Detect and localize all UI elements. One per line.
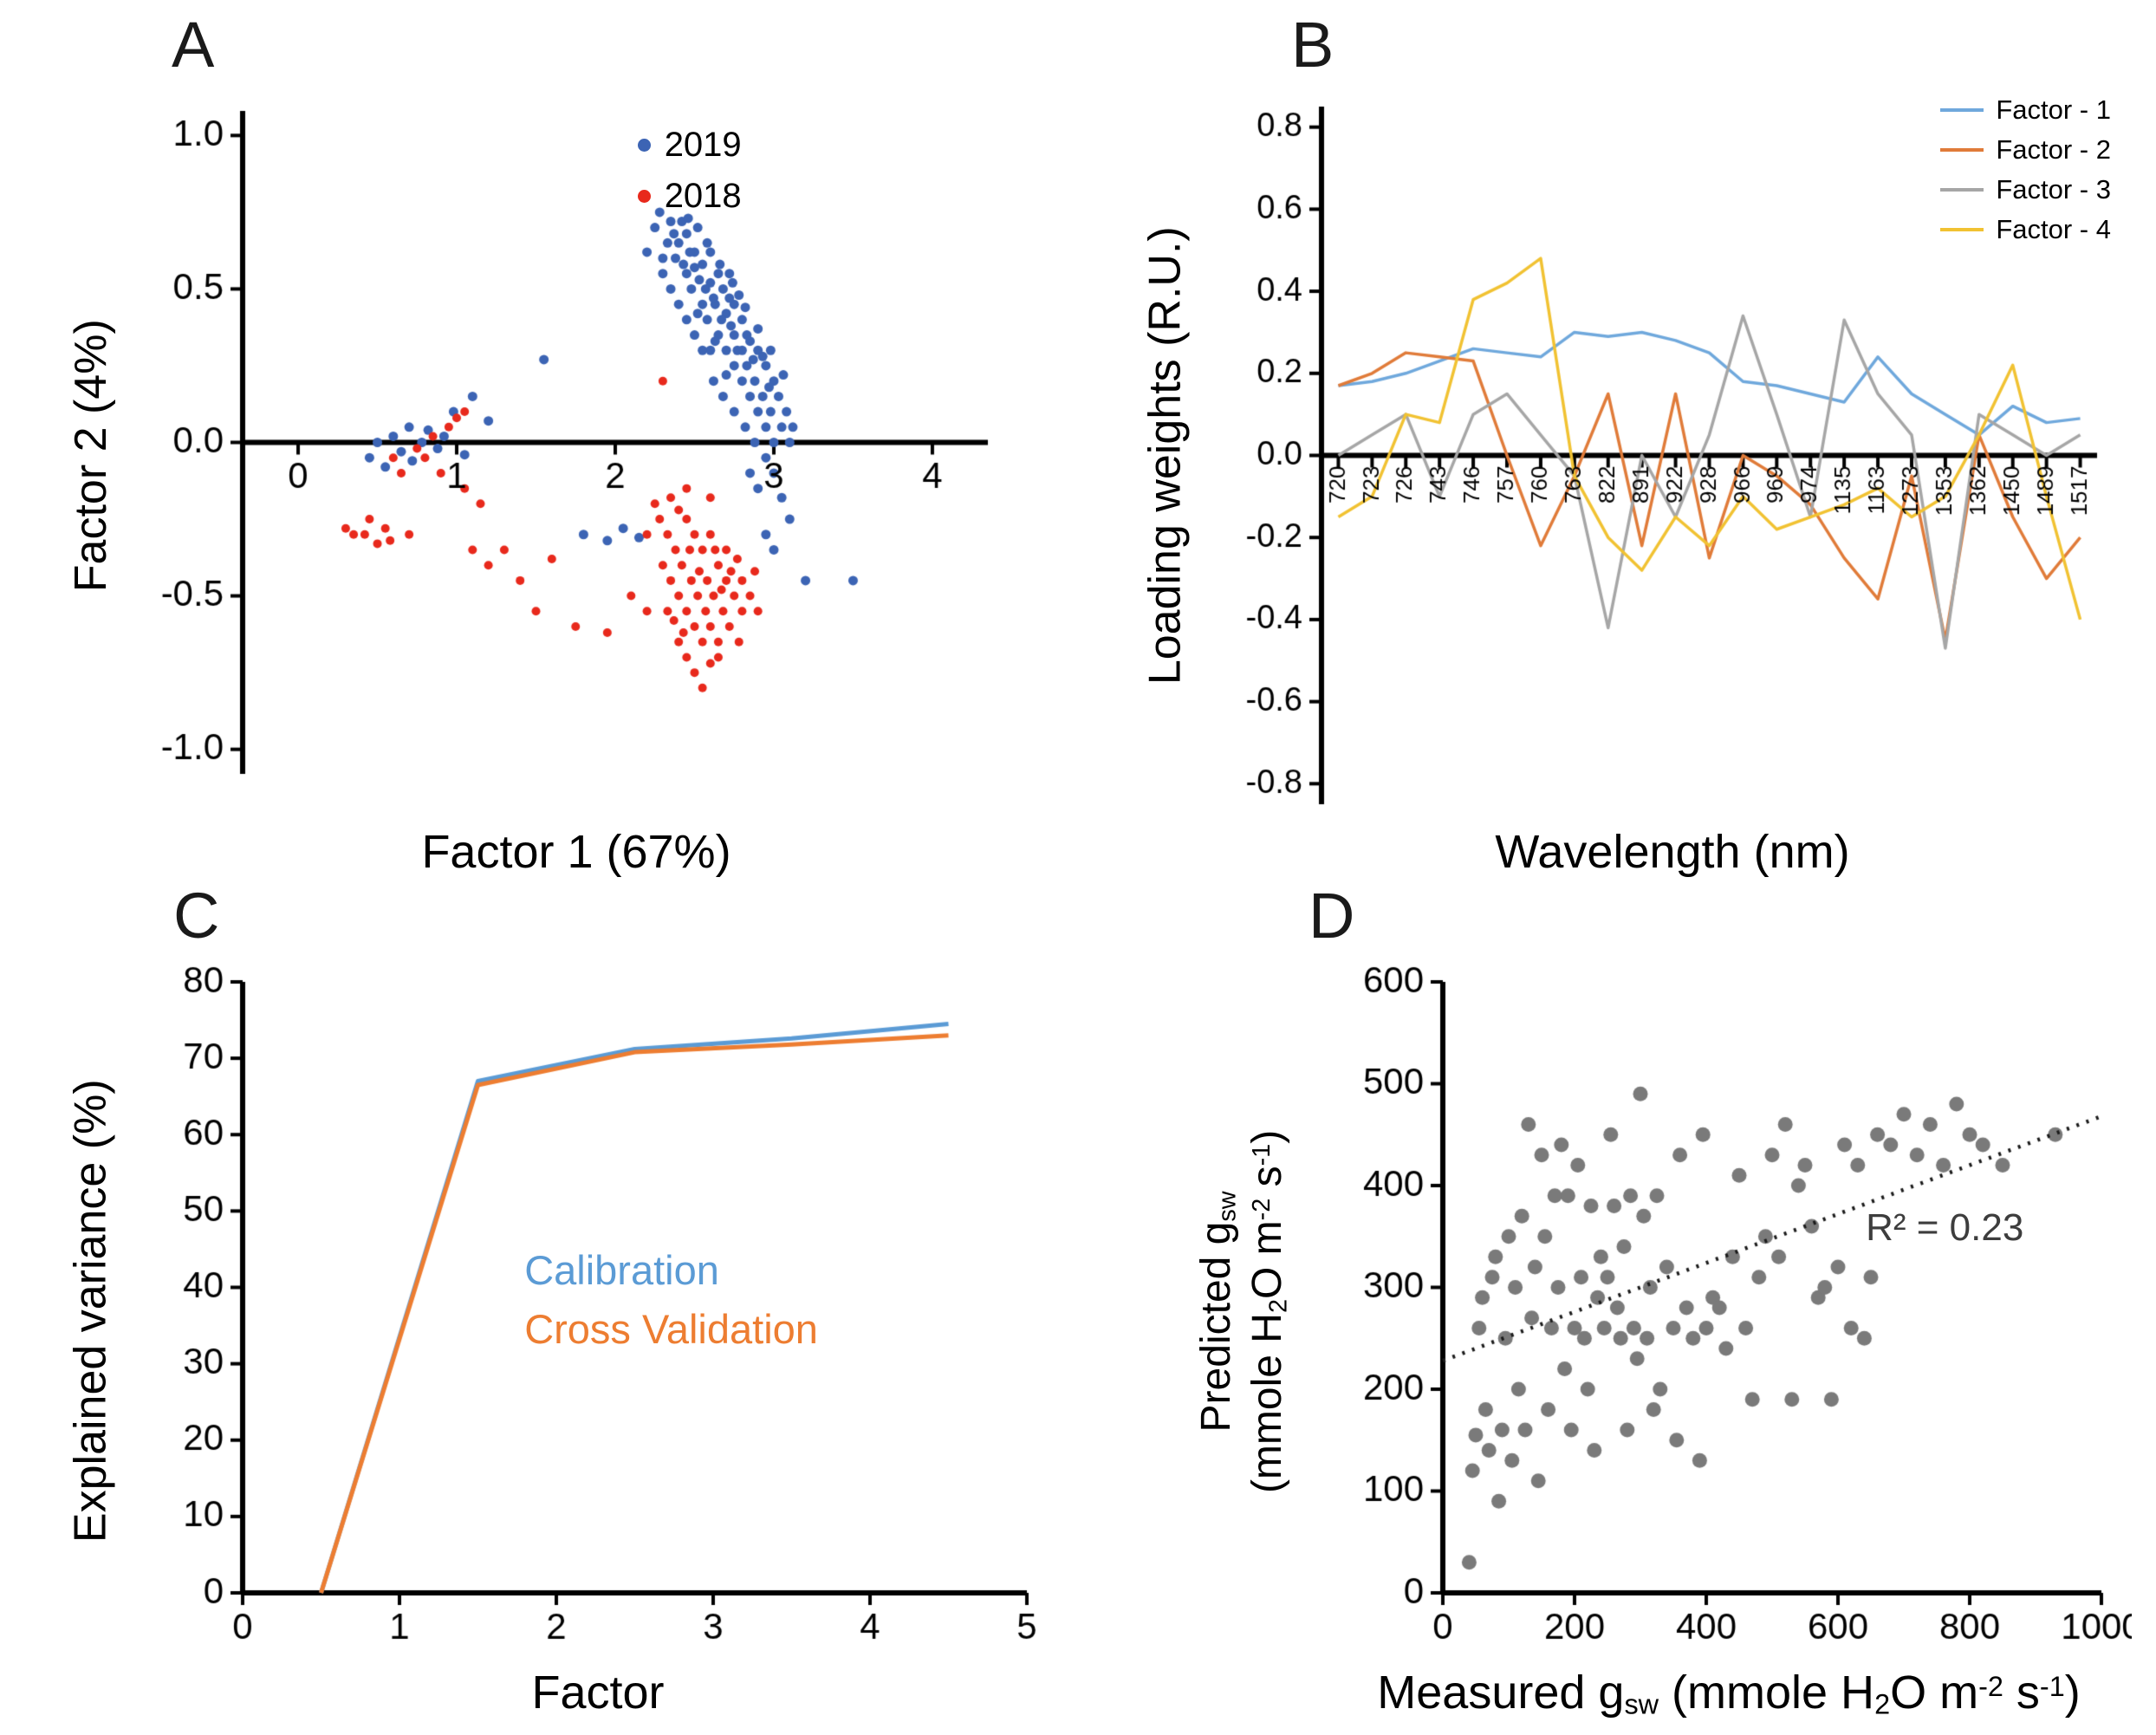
legend-line-factor-3 — [1940, 188, 1984, 192]
legend-entry-2018: 2018 — [637, 177, 742, 216]
x-label-text: ) — [2064, 1667, 2081, 1719]
panel-a-legend: 2019 2018 — [637, 126, 742, 216]
panel-b-letter: B — [1291, 9, 1335, 81]
y-label-text: (mmole H — [1245, 1312, 1292, 1493]
panel-c-line-canvas — [139, 960, 1057, 1662]
x-label-sup-minus1: -1 — [2039, 1670, 2065, 1702]
legend-entry-2019: 2019 — [637, 126, 742, 165]
y-label-text: Predicted g — [1193, 1221, 1240, 1433]
panel-a-scatter-canvas — [139, 89, 1014, 822]
y-label-sup-minus1: -1 — [1248, 1143, 1276, 1166]
panel-c-x-axis-label: Factor — [531, 1667, 665, 1719]
x-label-text: O m — [1890, 1667, 1979, 1719]
panel-a: A Factor 2 (4%) 2019 2018 Fac — [43, 9, 1014, 879]
x-label-text: Measured g — [1377, 1667, 1625, 1719]
legend-line-factor-2 — [1940, 148, 1984, 152]
panel-a-x-axis-label: Factor 1 (67%) — [421, 826, 731, 878]
panel-d-y-label-line2: (mmole H2O m-2 s-1) — [1244, 1129, 1295, 1492]
legend-label-factor-1: Factor - 1 — [1996, 94, 2111, 125]
panel-d-letter: D — [1309, 880, 1355, 952]
panel-b-line-canvas — [1222, 89, 2123, 822]
legend-label-2019: 2019 — [664, 126, 742, 165]
legend-entry-factor-2: Factor - 2 — [1940, 134, 2111, 166]
legend-dot-2019 — [637, 139, 651, 153]
legend-label-factor-2: Factor - 2 — [1996, 134, 2111, 165]
panel-c-legend: Calibration Cross Validation — [524, 1241, 818, 1359]
panel-c-letter: C — [173, 880, 220, 952]
x-label-text: s — [2003, 1667, 2040, 1719]
legend-entry-factor-4: Factor - 4 — [1940, 214, 2111, 245]
panel-c: C Explained variance (%) Calibration Cro… — [43, 880, 1057, 1719]
legend-line-factor-1 — [1940, 108, 1984, 112]
legend-label-cross-validation: Cross Validation — [524, 1306, 818, 1353]
panel-a-letter: A — [172, 9, 215, 81]
y-label-sup-minus2: -2 — [1248, 1198, 1276, 1220]
legend-label-factor-4: Factor - 4 — [1996, 214, 2111, 244]
panel-d-scatter-canvas — [1326, 960, 2132, 1662]
legend-line-factor-4 — [1940, 228, 1984, 231]
legend-label-2018: 2018 — [664, 177, 742, 216]
panel-d-y-label-line1: Predicted gsw — [1192, 1129, 1244, 1492]
panel-d: D Predicted gsw (mmole H2O m-2 s-1) R² =… — [1161, 880, 2132, 1721]
panel-a-y-axis-label: Factor 2 (4%) — [65, 319, 116, 592]
y-label-sub-sw: sw — [1213, 1190, 1242, 1222]
panel-b-y-axis-label: Loading weights (R.U.) — [1140, 226, 1191, 685]
y-label-text: O m — [1245, 1219, 1292, 1299]
panel-b-legend: Factor - 1 Factor - 2 Factor - 3 Factor … — [1940, 94, 2111, 245]
panel-b-x-axis-label: Wavelength (nm) — [1495, 826, 1850, 878]
panel-d-x-axis-label: Measured gsw (mmole H2O m-2 s-1) — [1326, 1666, 2132, 1721]
panel-c-y-axis-label: Explained variance (%) — [65, 1079, 116, 1543]
legend-label-factor-3: Factor - 3 — [1996, 174, 2111, 205]
x-label-sub-sw: sw — [1624, 1688, 1659, 1720]
legend-entry-factor-3: Factor - 3 — [1940, 174, 2111, 205]
y-label-sub-2: 2 — [1265, 1298, 1294, 1313]
x-label-sup-minus2: -2 — [1978, 1670, 2003, 1702]
panel-d-y-axis-label: Predicted gsw (mmole H2O m-2 s-1) — [1192, 1129, 1296, 1492]
y-label-text: s — [1245, 1165, 1292, 1199]
x-label-sub-2: 2 — [1874, 1688, 1891, 1720]
legend-label-calibration: Calibration — [524, 1247, 719, 1293]
r-squared-annotation: R² = 0.23 — [1866, 1205, 2024, 1249]
x-label-text: (mmole H — [1659, 1667, 1875, 1719]
legend-dot-2018 — [637, 190, 651, 204]
legend-entry-factor-1: Factor - 1 — [1940, 94, 2111, 126]
y-label-text: ) — [1245, 1129, 1292, 1144]
panel-b: B Loading weights (R.U.) Factor - 1 Fact… — [1109, 9, 2123, 879]
